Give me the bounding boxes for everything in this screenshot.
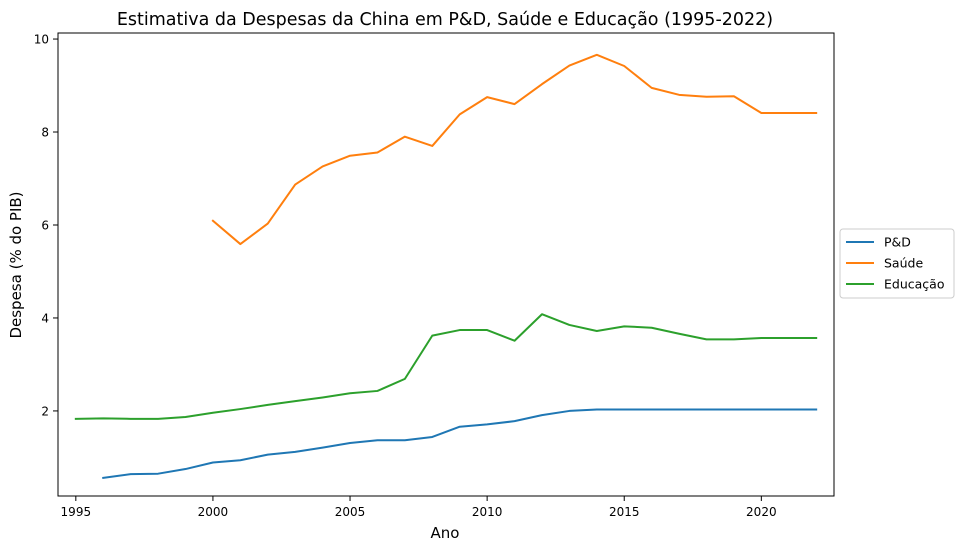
- x-tick-label: 1995: [61, 505, 92, 519]
- series-line-0: [102, 408, 818, 479]
- y-tick-label: 4: [41, 311, 49, 325]
- legend-label: P&D: [884, 235, 911, 250]
- y-tick-label: 6: [41, 218, 49, 232]
- x-tick-label: 2010: [472, 505, 503, 519]
- x-tick-label: 2005: [335, 505, 366, 519]
- legend: P&D Saúde Educação: [839, 228, 955, 299]
- x-tick-label: 2020: [746, 505, 777, 519]
- x-tick-label: 2000: [198, 505, 229, 519]
- y-tick-label: 8: [41, 126, 49, 140]
- legend-box: [839, 228, 955, 299]
- chart-title: Estimativa da Despesas da China em P&D, …: [117, 10, 773, 30]
- x-axis-ticks: 1995 2000 2005 2010 2015 2020: [61, 496, 777, 519]
- plot-series: [74, 53, 818, 479]
- plot-frame: [57, 32, 835, 497]
- y-axis-ticks: 2 4 6 8 10: [34, 33, 58, 418]
- y-tick-label: 2: [41, 404, 49, 418]
- y-tick-label: 10: [34, 33, 49, 47]
- y-axis-label: Despesa (% do PIB): [7, 191, 25, 338]
- legend-label: Educação: [884, 277, 944, 292]
- x-axis-label: Ano: [431, 524, 460, 542]
- series-line-2: [74, 313, 818, 420]
- x-tick-label: 2015: [609, 505, 640, 519]
- series-line-1: [211, 53, 818, 246]
- legend-label: Saúde: [884, 256, 923, 271]
